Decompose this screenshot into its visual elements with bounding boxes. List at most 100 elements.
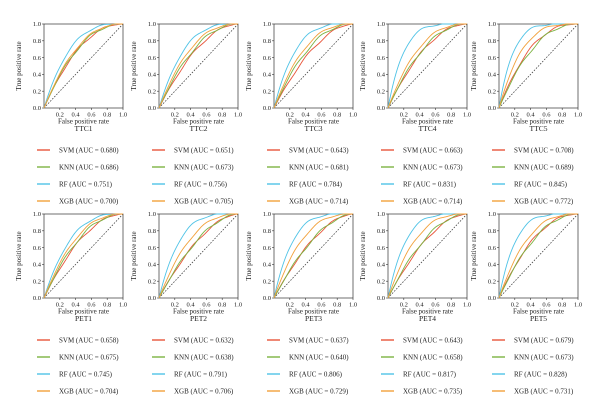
y-tick-label: 0.2 — [148, 278, 156, 285]
legend-entry: XGB (AUC = 0.731) — [514, 387, 574, 395]
legend: SVM (AUC = 0.679) KNN (AUC = 0.673) RF (AU… — [492, 336, 574, 395]
y-tick-label: 0.2 — [148, 88, 156, 95]
y-tick-label: 1.0 — [488, 21, 496, 28]
x-tick-label: 0.8 — [447, 112, 455, 119]
y-tick-label: 0.0 — [488, 295, 496, 302]
roc-panel-pet2: 0.0 0.2 0.4 0.6 0.8 1.0 0.2 0.4 0.6 0.8 1.0 False p… — [130, 211, 242, 395]
y-tick-label: 0.4 — [148, 72, 157, 79]
y-tick-label: 0.2 — [263, 278, 271, 285]
legend-entry: RF (AUC = 0.756) — [174, 180, 228, 188]
y-tick-label: 0.8 — [377, 228, 385, 235]
legend-entry: XGB (AUC = 0.714) — [403, 197, 463, 205]
x-tick-label: 0.4 — [527, 112, 536, 119]
y-axis-label: True positive rate — [15, 41, 23, 90]
roc-curve-rf — [273, 23, 354, 109]
panel-title: TTC4 — [419, 124, 437, 133]
chance-diagonal — [43, 23, 124, 109]
y-tick-label: 0.8 — [263, 228, 271, 235]
y-tick-label: 0.4 — [377, 72, 386, 79]
roc-panel-ttc4: 0.0 0.2 0.4 0.6 0.8 1.0 0.2 0.4 0.6 0.8 1.0 False p… — [359, 21, 471, 205]
y-tick-label: 0.8 — [33, 38, 41, 45]
x-axis-label: False positive rate — [58, 308, 109, 316]
y-axis-label: True positive rate — [15, 231, 23, 280]
legend-entry: KNN (AUC = 0.675) — [59, 353, 119, 361]
legend-entry: XGB (AUC = 0.706) — [174, 387, 234, 395]
y-tick-label: 0.4 — [148, 262, 157, 269]
y-tick-label: 1.0 — [33, 21, 41, 28]
y-axis-label: True positive rate — [130, 41, 138, 90]
roc-curve-svm — [387, 213, 468, 299]
x-tick-label: 0.6 — [87, 112, 96, 119]
legend-entry: SVM (AUC = 0.632) — [174, 336, 234, 344]
legend-entry: XGB (AUC = 0.700) — [59, 197, 119, 205]
legend: SVM (AUC = 0.658) KNN (AUC = 0.675) RF (AU… — [37, 336, 119, 395]
y-tick-label: 0.4 — [33, 72, 42, 79]
legend-entry: SVM (AUC = 0.663) — [403, 146, 463, 154]
roc-curve-knn — [273, 213, 354, 299]
plot-frame — [158, 213, 239, 299]
legend-entry: XGB (AUC = 0.704) — [59, 387, 119, 395]
legend: SVM (AUC = 0.637) KNN (AUC = 0.640) RF (AU… — [267, 336, 349, 395]
roc-curve-xgb — [273, 23, 353, 109]
plot-frame — [498, 23, 579, 109]
legend-entry: XGB (AUC = 0.735) — [403, 387, 463, 395]
legend-entry: KNN (AUC = 0.638) — [174, 353, 234, 361]
plot-frame — [273, 213, 354, 299]
x-tick-label: 0.6 — [87, 302, 96, 309]
x-axis-label: False positive rate — [402, 118, 453, 126]
roc-curve-rf — [273, 213, 354, 299]
x-tick-label: 0.2 — [286, 302, 294, 309]
y-tick-label: 0.4 — [488, 72, 497, 79]
x-tick-label: 0.6 — [317, 112, 326, 119]
chance-diagonal — [387, 23, 468, 109]
legend-entry: SVM (AUC = 0.658) — [59, 336, 119, 344]
roc-curve-svm — [273, 23, 354, 109]
y-tick-label: 0.8 — [33, 228, 41, 235]
x-tick-label: 0.2 — [400, 112, 408, 119]
y-tick-label: 0.6 — [263, 55, 272, 62]
y-tick-label: 0.6 — [488, 55, 497, 62]
y-tick-label: 0.2 — [488, 278, 496, 285]
plot-frame — [43, 23, 124, 109]
x-tick-label: 0.8 — [447, 302, 455, 309]
x-tick-label: 0.6 — [317, 302, 326, 309]
y-tick-label: 0.6 — [33, 245, 42, 252]
legend: SVM (AUC = 0.680) KNN (AUC = 0.686) RF (AU… — [37, 146, 119, 205]
roc-curve-rf — [158, 23, 239, 109]
legend-entry: SVM (AUC = 0.637) — [289, 336, 349, 344]
roc-panel-ttc1: 0.0 0.2 0.4 0.6 0.8 1.0 0.2 0.4 0.6 0.8 1.0 False p… — [15, 21, 127, 205]
legend: SVM (AUC = 0.651) KNN (AUC = 0.673) RF (AU… — [152, 146, 234, 205]
y-tick-label: 0.2 — [33, 88, 41, 95]
roc-curve-knn — [387, 23, 467, 109]
y-tick-label: 0.8 — [148, 228, 156, 235]
y-tick-label: 0.8 — [488, 38, 496, 45]
y-tick-label: 0.6 — [377, 245, 386, 252]
y-tick-label: 0.4 — [263, 72, 272, 79]
chance-diagonal — [158, 23, 239, 109]
y-tick-label: 1.0 — [377, 21, 385, 28]
x-tick-label: 1.0 — [574, 112, 582, 119]
x-tick-label: 1.0 — [463, 302, 471, 309]
plot-frame — [387, 213, 468, 299]
roc-curve-xgb — [273, 213, 353, 299]
x-tick-label: 0.4 — [416, 112, 425, 119]
legend-entry: RF (AUC = 0.745) — [59, 370, 113, 378]
legend-entry: SVM (AUC = 0.679) — [514, 336, 574, 344]
x-tick-label: 0.8 — [103, 302, 111, 309]
y-tick-label: 0.8 — [263, 38, 271, 45]
panel-title: PET1 — [75, 314, 92, 323]
legend: SVM (AUC = 0.663) KNN (AUC = 0.673) RF (AU… — [381, 146, 463, 205]
legend-entry: KNN (AUC = 0.673) — [403, 163, 463, 171]
legend-entry: SVM (AUC = 0.643) — [289, 146, 349, 154]
y-tick-label: 0.4 — [33, 262, 42, 269]
x-tick-label: 0.2 — [511, 302, 519, 309]
chance-diagonal — [43, 213, 124, 299]
x-tick-label: 0.6 — [202, 112, 211, 119]
chance-diagonal — [498, 213, 579, 299]
roc-panel-pet1: 0.0 0.2 0.4 0.6 0.8 1.0 0.2 0.4 0.6 0.8 1.0 False p… — [15, 211, 127, 395]
x-tick-label: 0.2 — [56, 112, 64, 119]
panel-title: PET5 — [530, 314, 547, 323]
x-tick-label: 0.6 — [202, 302, 211, 309]
x-axis-label: False positive rate — [58, 118, 109, 126]
